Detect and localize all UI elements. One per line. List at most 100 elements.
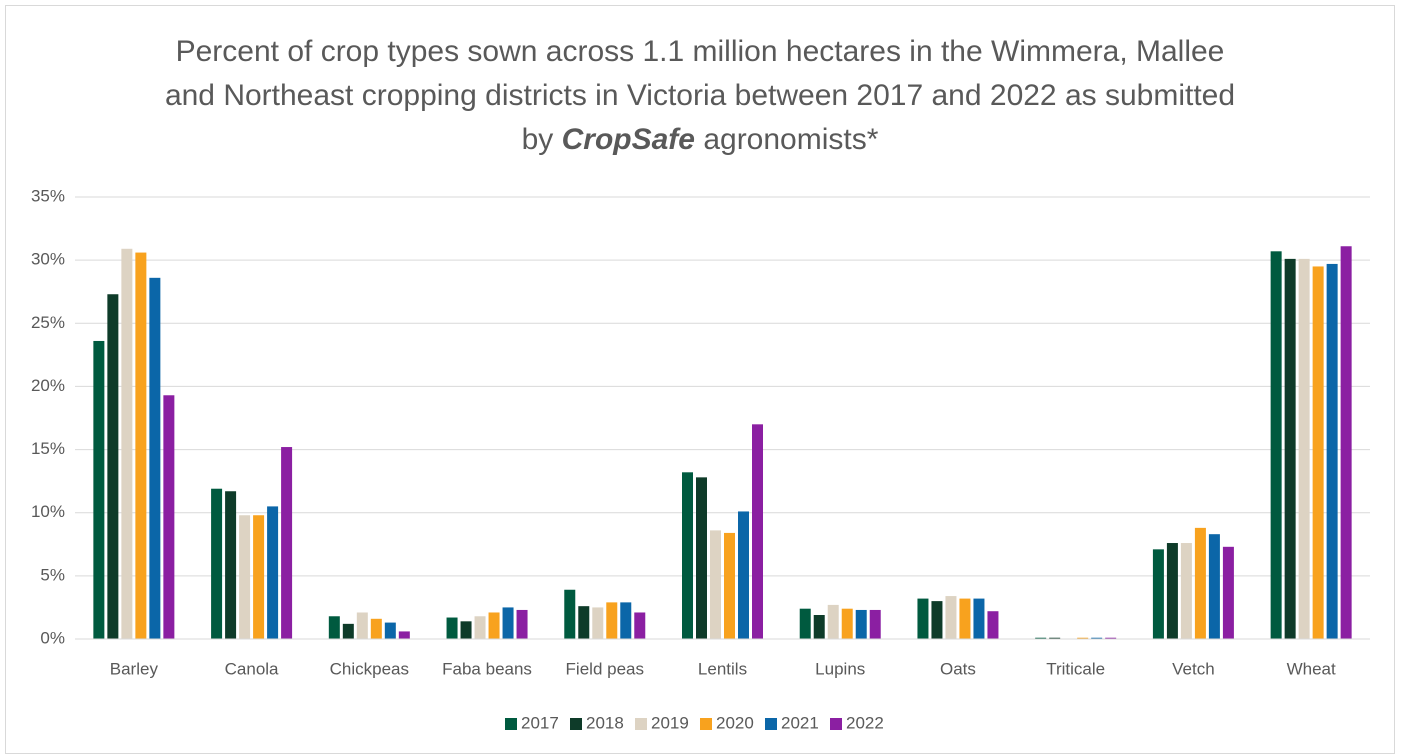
legend-label: 2018 [586,713,624,732]
bar [738,511,749,639]
bar [135,252,147,639]
x-tick-label: Canola [225,659,279,678]
bar [1312,266,1324,639]
bar [211,488,223,639]
bar [370,618,382,639]
bar [460,621,472,639]
y-tick-label: 35% [31,186,65,205]
legend-label: 2017 [521,713,559,732]
y-tick-label: 5% [40,565,65,584]
bar [149,277,161,639]
x-tick-label: Barley [110,659,159,678]
bar [1105,637,1117,639]
bar [682,472,693,639]
bar [225,491,237,639]
bar [328,616,340,639]
y-tick-label: 30% [31,250,65,269]
legend-label: 2020 [716,713,754,732]
bar [398,631,410,639]
legend-swatch [830,718,842,730]
bar [724,532,735,639]
bar [93,340,105,639]
legend-label: 2019 [651,713,689,732]
bar [869,609,881,639]
bar [446,617,458,639]
bar [620,602,632,639]
bar [634,612,646,639]
y-tick-label: 10% [31,502,65,521]
title-text: agronomists* [694,123,879,156]
bar [1270,251,1282,639]
bar [917,598,929,639]
bar [1326,263,1338,639]
legend-label: 2022 [846,713,884,732]
bar [1049,637,1061,639]
x-tick-label: Faba beans [442,659,532,678]
bar [267,506,279,639]
bar [945,596,957,639]
bar [121,248,133,639]
x-tick-label: Lentils [698,659,747,678]
bar [959,598,971,639]
x-tick-label: Wheat [1287,659,1336,678]
bar [841,608,853,639]
bar [384,622,396,639]
bar [1077,637,1089,639]
y-tick-label: 0% [40,628,65,647]
bar [710,530,721,639]
bar [253,515,265,639]
x-tick-label: Oats [940,659,976,678]
bar [578,606,590,639]
x-tick-label: Triticale [1046,659,1105,678]
bar [799,608,811,639]
bar [1166,543,1178,639]
bar [973,598,985,639]
legend-swatch [505,718,517,730]
chart-title: Percent of crop types sown across 1.1 mi… [150,30,1250,162]
y-tick-label: 20% [31,376,65,395]
bar [1180,543,1192,639]
legend-swatch [570,718,582,730]
x-tick-label: Chickpeas [330,659,409,678]
bar [239,515,251,639]
bar [107,294,119,639]
title-text: Percent of crop types sown across 1.1 mi… [164,35,1236,156]
x-tick-label: Vetch [1172,659,1215,678]
bar [827,604,839,639]
bar [564,589,576,639]
bar [516,609,528,639]
bar [1340,246,1352,639]
bar [813,615,825,639]
bar [1194,527,1206,639]
bar [931,601,943,639]
bar [502,607,514,639]
bar [356,612,368,639]
bar [474,616,486,639]
bar [752,424,763,639]
bar [606,602,618,639]
bar [855,609,867,639]
bar [696,477,707,639]
legend-label: 2021 [781,713,819,732]
legend-swatch [765,718,777,730]
legend-swatch [635,718,647,730]
bar [488,612,500,639]
bar [342,623,354,639]
bar [1284,258,1296,639]
bar [592,607,604,639]
bar [1222,546,1234,639]
y-tick-label: 25% [31,313,65,332]
bar [281,447,293,639]
x-tick-label: Lupins [815,659,865,678]
y-tick-label: 15% [31,439,65,458]
bar [163,395,175,639]
bar [987,611,999,639]
bar [1208,534,1220,639]
chart-frame [5,5,1395,754]
legend-swatch [700,718,712,730]
bar [1091,637,1103,639]
bar [1152,549,1164,639]
title-emphasis: CropSafe [561,123,695,156]
